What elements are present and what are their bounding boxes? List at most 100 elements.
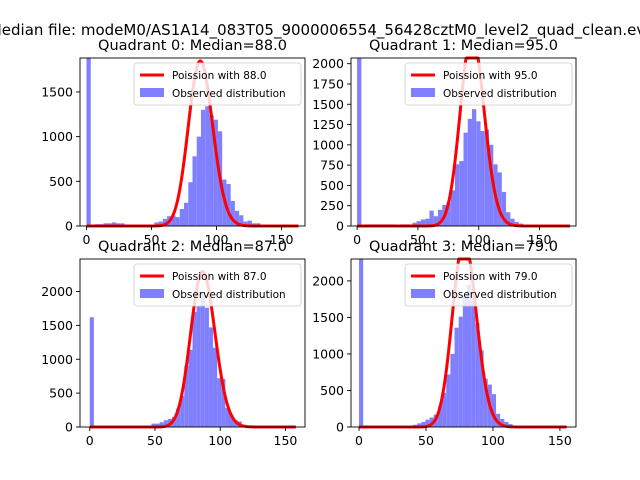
- histogram-bar: [188, 182, 193, 226]
- legend: Poission with 88.0 Observed distribution: [133, 62, 302, 106]
- y-tick-label: 1500: [312, 310, 344, 325]
- histogram-bar: [176, 408, 181, 427]
- histogram-bar: [357, 58, 362, 226]
- histogram-bar: [514, 221, 519, 226]
- x-tick-label: 150: [270, 232, 294, 247]
- histogram-bar: [205, 106, 210, 226]
- y-tick-label: 500: [320, 178, 344, 193]
- y-tick-label: 1000: [41, 352, 73, 367]
- histogram-bar: [155, 423, 160, 427]
- histogram-bar: [446, 374, 451, 427]
- histogram-bar: [425, 419, 430, 427]
- histogram-bar: [184, 202, 189, 226]
- histogram-bar: [425, 218, 430, 226]
- histogram-bar: [226, 184, 231, 226]
- histogram-bar: [462, 295, 467, 427]
- y-tick-label: 2000: [41, 284, 73, 299]
- x-tick-label: 50: [418, 433, 434, 448]
- x-tick-label: 50: [410, 232, 426, 247]
- x-tick-label: 50: [144, 232, 160, 247]
- histogram-bar: [429, 210, 434, 226]
- histogram-bar: [421, 421, 426, 427]
- histogram-bar: [417, 423, 422, 427]
- histogram-bar: [162, 218, 168, 226]
- histogram-bar: [151, 423, 156, 427]
- histogram-bar: [475, 323, 480, 427]
- x-tick-label: 0: [86, 433, 94, 448]
- y-tick-label: 0: [65, 219, 73, 234]
- legend-box: [133, 263, 302, 307]
- histogram-bar: [466, 284, 472, 427]
- y-tick-label: 1500: [41, 318, 73, 333]
- legend-curve-label: Poission with 88.0: [172, 70, 267, 82]
- histogram-bar: [217, 378, 222, 427]
- legend-hist-label: Observed distribution: [172, 88, 286, 100]
- histogram-bar: [111, 222, 117, 226]
- y-tick-label: 0: [336, 420, 344, 435]
- panel-title: Quadrant 0: Median=88.0: [98, 38, 287, 54]
- legend-curve-label: Poission with 79.0: [443, 271, 538, 283]
- histogram-bar: [229, 414, 234, 427]
- histogram-bar: [209, 115, 214, 226]
- histogram-bar: [243, 221, 248, 226]
- y-tick-label: 500: [320, 383, 344, 398]
- histogram-bar: [213, 347, 218, 427]
- histogram-bar: [459, 161, 464, 226]
- y-tick-label: 1500: [41, 84, 73, 99]
- legend-hist-label: Observed distribution: [172, 289, 286, 301]
- legend-hist-swatch: [140, 289, 164, 298]
- histogram-bar: [476, 121, 481, 226]
- histogram-bar: [420, 219, 426, 226]
- x-tick-label: 100: [467, 232, 491, 247]
- histogram-bar: [234, 210, 240, 226]
- histogram-bar: [192, 156, 197, 226]
- histogram-bar: [239, 215, 244, 226]
- y-tick-label: 500: [49, 174, 73, 189]
- histogram-bar: [196, 136, 201, 226]
- histogram-bar: [497, 172, 502, 226]
- x-tick-label: 150: [548, 433, 572, 448]
- legend-box: [404, 263, 573, 307]
- histogram-bar: [437, 209, 443, 226]
- histogram-bar: [471, 300, 476, 427]
- y-tick-label: 1000: [312, 346, 344, 361]
- histogram-bar: [163, 420, 168, 427]
- histogram-bar: [247, 220, 252, 226]
- panel-title: Quadrant 1: Median=95.0: [369, 38, 558, 54]
- histogram-bar: [159, 422, 164, 427]
- histogram-bar: [483, 378, 488, 427]
- histogram-bar: [200, 109, 206, 226]
- histogram-bar: [180, 395, 185, 427]
- axes-frame: [79, 258, 306, 428]
- histogram-bar: [158, 221, 163, 226]
- legend-box: [404, 62, 573, 106]
- histogram-bar: [188, 349, 193, 427]
- histogram-bar: [416, 221, 421, 226]
- x-tick-label: 100: [481, 433, 505, 448]
- legend-hist-swatch: [411, 289, 435, 298]
- axes-frame: [350, 57, 577, 227]
- histogram-bar: [230, 200, 235, 226]
- legend-hist-label: Observed distribution: [443, 88, 557, 100]
- histogram-bar: [458, 316, 463, 427]
- histogram-bar: [192, 311, 197, 427]
- y-tick-label: 1000: [41, 129, 73, 144]
- histogram-bar: [184, 366, 189, 427]
- histogram-bar: [437, 406, 443, 427]
- x-tick-label: 150: [528, 232, 552, 247]
- histogram-bar: [491, 394, 497, 427]
- panel-title: Quadrant 3: Median=79.0: [369, 239, 558, 255]
- panel-title: Quadrant 2: Median=87.0: [98, 239, 287, 255]
- y-tick-label: 500: [49, 386, 73, 401]
- histogram-bar: [510, 218, 515, 226]
- histogram-bar: [463, 132, 468, 226]
- x-tick-label: 0: [355, 433, 363, 448]
- histogram-bar: [479, 350, 484, 427]
- y-tick-label: 2000: [312, 273, 344, 288]
- histogram-bar: [450, 353, 455, 427]
- histogram-bar: [489, 144, 494, 226]
- histogram-bar: [412, 222, 417, 226]
